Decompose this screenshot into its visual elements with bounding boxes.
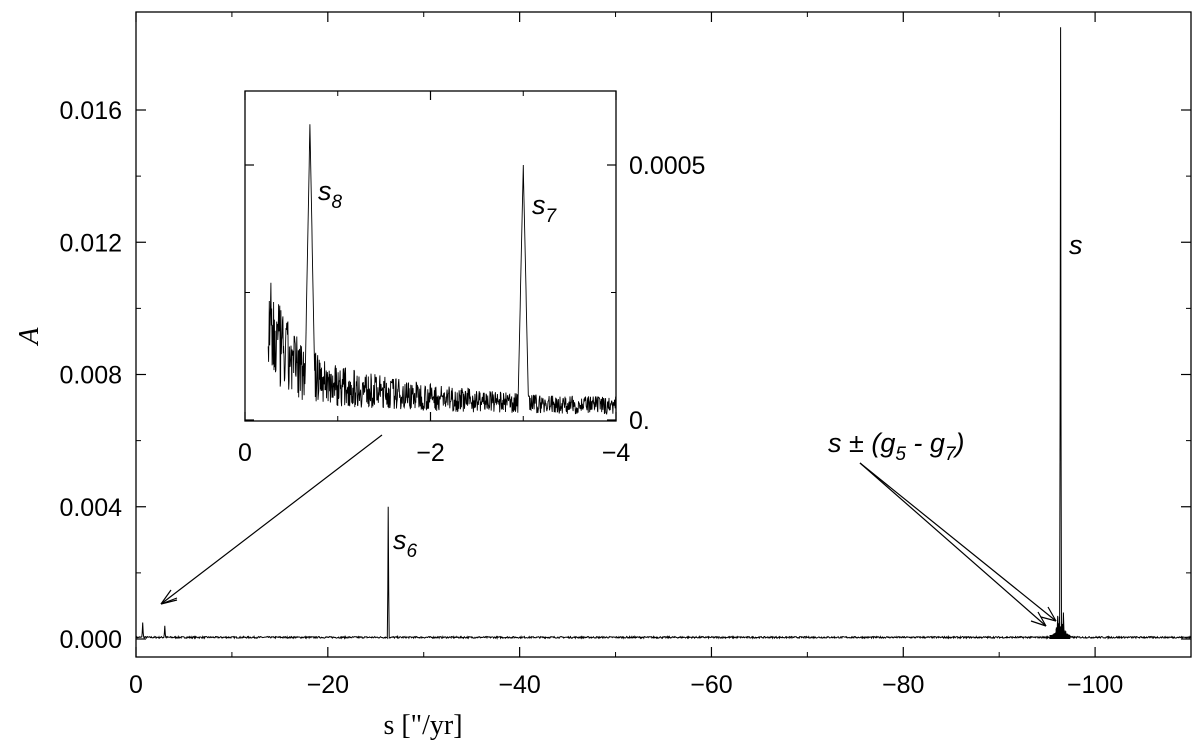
inset-y-tick-label: 0.0005: [629, 152, 705, 180]
main-x-tick-label: −40: [498, 671, 540, 699]
main-x-tick-label: −60: [690, 671, 732, 699]
main-x-axis-label: s ["/yr]: [383, 710, 462, 741]
inset-x-tick-label: −2: [416, 439, 445, 467]
main-y-tick-label: 0.012: [59, 229, 122, 257]
inset-y-tick-label: 0.: [629, 407, 650, 435]
main-plot: 0 −20 −40 −60 −80 −100 0.0000.0040.0080.0120.…: [14, 11, 1192, 741]
inset-arrowhead: [160, 589, 178, 605]
main-x-tick-label: 0: [129, 671, 143, 699]
annotation-s7: s7: [532, 190, 558, 227]
main-x-ticks: 0 −20 −40 −60 −80 −100: [129, 12, 1192, 699]
main-x-tick-label: −100: [1067, 671, 1123, 699]
annotation-s6: s6: [393, 525, 418, 562]
combination-arrowhead-1: [1030, 611, 1047, 627]
combination-arrowhead-2: [1040, 606, 1057, 622]
combination-arrow-1: [859, 462, 1047, 627]
arrows: [160, 434, 1057, 627]
main-spectrum-line: [135, 27, 1192, 640]
main-y-tick-label: 0.004: [59, 494, 122, 522]
main-y-axis-label: A: [14, 327, 45, 347]
inset-plot: 0 −2 −4 0. 0.0005 s8 s7: [238, 90, 705, 467]
inset-x-tick-label: −4: [602, 439, 631, 467]
inset-plot-frame: [244, 90, 617, 422]
main-y-tick-label: 0.000: [59, 626, 122, 654]
main-x-tick-label: −20: [307, 671, 349, 699]
inset-spectrum-line: [267, 124, 617, 415]
inset-arrow: [160, 434, 383, 605]
annotation-s: s: [1069, 230, 1083, 260]
annotation-s8: s8: [318, 176, 343, 213]
main-plot-frame: [135, 11, 1192, 658]
combination-arrow-2: [859, 462, 1057, 622]
main-y-ticks: 0.000 0.004 0.008 0.012 0.016: [59, 97, 1191, 654]
inset-y-ticks: 0. 0.0005: [245, 152, 705, 435]
annotation-s-plus-minus: s ± (g5 - g7): [828, 428, 965, 465]
inset-x-tick-label: 0: [238, 439, 252, 467]
main-y-tick-label: 0.016: [59, 97, 122, 125]
main-x-tick-label: −80: [882, 671, 924, 699]
main-y-tick-label: 0.008: [59, 362, 122, 390]
